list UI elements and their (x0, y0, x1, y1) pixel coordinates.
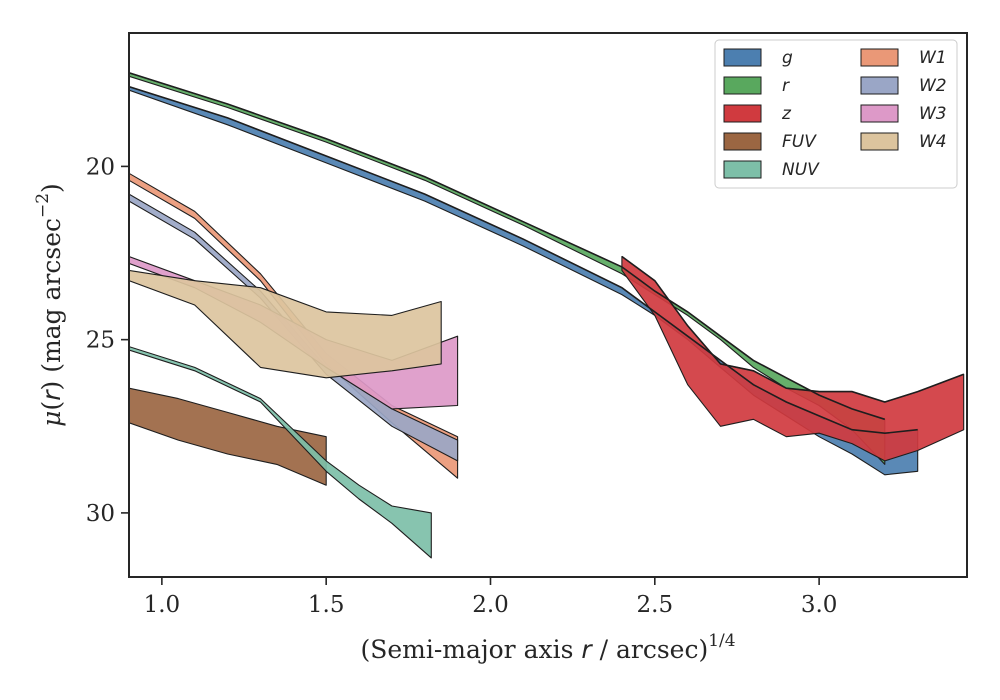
x-tick-label: 2.5 (637, 592, 674, 618)
band-w4 (129, 269, 442, 379)
legend-label-w2: W2 (919, 76, 947, 96)
y-axis: 20 25 30 (86, 154, 129, 527)
legend-label-g: g (782, 48, 793, 68)
legend-label-w3: W3 (919, 104, 947, 124)
plot-frame (128, 32, 968, 578)
y-tick-label: 25 (86, 328, 115, 354)
profile-lines (129, 72, 964, 435)
legend-label-nuv: NUV (782, 160, 820, 180)
legend-swatch-r (723, 76, 762, 95)
legend-swatch-w2 (860, 76, 899, 95)
legend-swatch-w4 (860, 132, 899, 151)
legend-label-fuv: FUV (782, 132, 817, 152)
legend-label-z: z (781, 104, 792, 124)
legend-swatch-z (723, 104, 762, 123)
x-tick-label: 3.0 (801, 592, 838, 618)
legend-label-r: r (782, 76, 790, 96)
legend-swatch-nuv (723, 160, 762, 179)
profile-bands (129, 72, 965, 559)
x-tick-label: 1.5 (308, 592, 345, 618)
legend: grz FUV NUV W1 W2 W3 W4 (714, 39, 958, 189)
legend-swatch-fuv (723, 132, 762, 151)
x-axis-label: (Semi-major axis r / arcsec)1/4 (360, 631, 735, 664)
legend-swatch-g (723, 48, 762, 67)
legend-swatch-w1 (860, 48, 899, 67)
y-axis-label: μ(r) (mag arcsec−2) (33, 183, 66, 427)
band-fuv (129, 387, 327, 486)
legend-label-w1: W1 (919, 48, 947, 68)
y-tick-label: 20 (86, 154, 115, 180)
legend-label-w4: W4 (919, 132, 947, 152)
x-tick-label: 1.0 (144, 592, 181, 618)
y-tick-label: 30 (86, 501, 115, 527)
profile-line-g (129, 85, 918, 435)
x-axis: 1.0 1.5 2.0 2.5 3.0 (144, 577, 838, 618)
profile-line-z (621, 255, 964, 403)
legend-swatch-w3 (860, 104, 899, 123)
x-tick-label: 2.0 (472, 592, 509, 618)
band-nuv (129, 346, 432, 559)
profile-line-r (129, 72, 886, 421)
